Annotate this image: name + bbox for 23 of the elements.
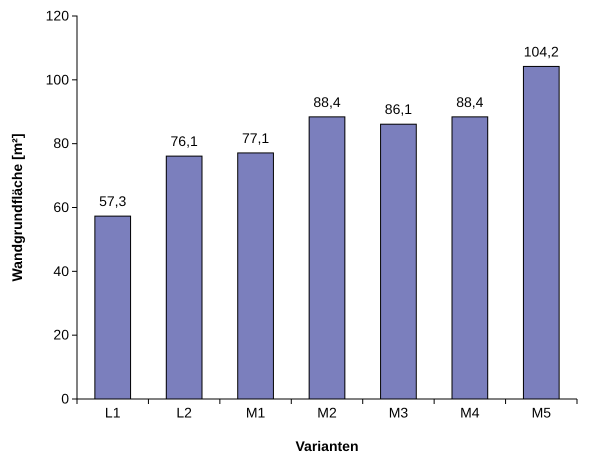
y-tick-label: 20	[53, 326, 70, 343]
x-tick-label: M3	[388, 404, 408, 420]
x-tick-label: M1	[246, 404, 266, 420]
y-tick-label: 120	[46, 7, 70, 24]
x-tick-label: M2	[317, 404, 337, 420]
y-tick-label: 40	[53, 262, 70, 279]
data-label: 88,4	[456, 94, 484, 110]
data-label: 77,1	[242, 130, 270, 146]
y-tick-label: 100	[46, 71, 70, 88]
y-tick-label: 60	[53, 198, 70, 215]
x-tick-label: M5	[532, 404, 552, 420]
data-label: 86,1	[384, 101, 412, 118]
data-label: 76,1	[170, 133, 198, 150]
y-tick-label: 0	[61, 390, 70, 406]
x-tick-label: L1	[104, 404, 121, 420]
x-tick-label: M4	[460, 404, 480, 420]
y-axis-title: Wandgrundfläche [m²]	[9, 133, 25, 282]
x-tick-label: L2	[176, 404, 192, 420]
data-label: 88,4	[313, 94, 341, 110]
data-label: 104,2	[524, 43, 560, 60]
y-tick-label: 80	[53, 135, 70, 152]
x-axis-title: Varianten	[295, 438, 359, 454]
data-label: 57,3	[99, 193, 127, 210]
